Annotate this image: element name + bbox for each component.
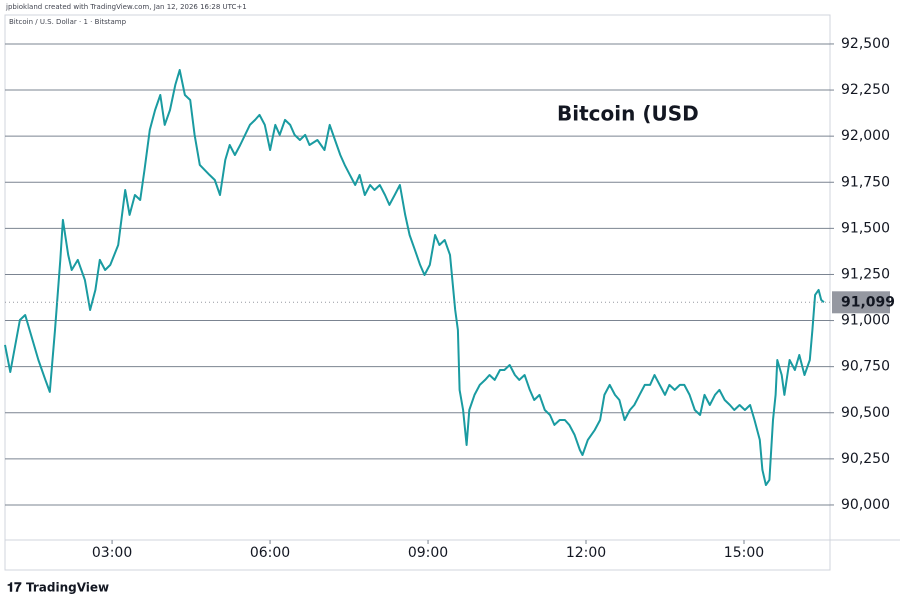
footer: TradingView <box>26 581 109 595</box>
y-tick-label: 91,000 <box>841 313 890 329</box>
logo-mark: 𝟏𝟕 <box>7 581 22 596</box>
y-tick-label: 91,750 <box>841 174 890 190</box>
price-line <box>4 69 825 486</box>
y-tick-label: 90,500 <box>841 405 890 421</box>
last-price-label: 91,099 <box>841 294 895 310</box>
y-tick-label: 91,250 <box>841 266 890 282</box>
x-tick-label: 12:00 <box>566 545 606 561</box>
x-tick-label: 03:00 <box>92 545 132 561</box>
chart-title: Bitcoin (USD <box>557 102 699 126</box>
header: jpbiokland created with TradingView.com,… <box>5 3 247 11</box>
last-price-box <box>832 291 890 314</box>
x-tick-label: 06:00 <box>250 545 290 561</box>
y-tick-label: 92,250 <box>841 82 890 98</box>
y-tick-label: 90,750 <box>841 359 890 375</box>
y-tick-label: 90,250 <box>841 451 890 467</box>
y-tick-label: 92,500 <box>841 36 890 52</box>
frame <box>4 14 831 571</box>
y-tick-label: 91,500 <box>841 220 890 236</box>
y-tick-label: 92,000 <box>841 128 890 144</box>
x-tick-label: 15:00 <box>724 545 764 561</box>
y-tick-label: 90,000 <box>841 497 890 513</box>
footer-logo: 𝟏𝟕 <box>7 581 22 596</box>
symbol: Bitcoin / U.S. Dollar · 1 · Bitstamp <box>9 18 127 26</box>
x-tick-label: 09:00 <box>408 545 448 561</box>
